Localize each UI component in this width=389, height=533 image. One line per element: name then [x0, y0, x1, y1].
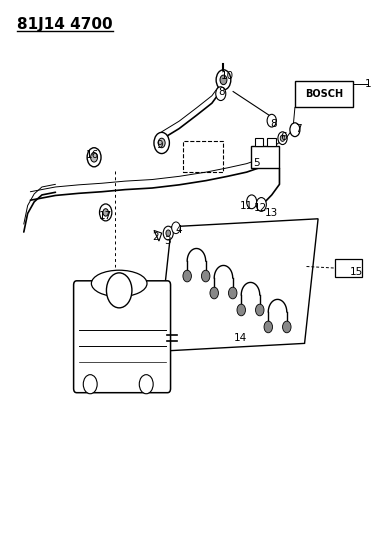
Polygon shape	[154, 230, 162, 241]
Bar	[255, 138, 263, 146]
Ellipse shape	[91, 270, 147, 297]
Text: 81J14 4700: 81J14 4700	[17, 17, 112, 33]
Circle shape	[267, 114, 276, 127]
Circle shape	[172, 222, 180, 233]
Circle shape	[216, 87, 226, 101]
Text: 14: 14	[234, 333, 247, 343]
Circle shape	[256, 198, 266, 212]
Text: 6: 6	[280, 132, 287, 142]
FancyBboxPatch shape	[74, 281, 170, 393]
Circle shape	[103, 209, 109, 216]
Circle shape	[107, 273, 132, 308]
Text: 17: 17	[99, 211, 112, 221]
Text: 7: 7	[296, 124, 302, 134]
Bar	[295, 81, 353, 108]
Text: 8: 8	[218, 86, 225, 96]
Circle shape	[139, 375, 153, 394]
Circle shape	[87, 148, 101, 167]
Text: 5: 5	[253, 158, 259, 168]
Circle shape	[228, 287, 237, 299]
Bar	[251, 146, 279, 168]
Text: 8: 8	[270, 119, 277, 130]
Text: 16: 16	[86, 150, 99, 160]
Circle shape	[282, 321, 291, 333]
Circle shape	[154, 132, 169, 154]
Circle shape	[247, 195, 257, 209]
Text: 4: 4	[176, 225, 182, 236]
Bar	[267, 138, 276, 146]
Text: 9: 9	[156, 140, 163, 150]
Circle shape	[278, 132, 287, 144]
Text: 11: 11	[240, 200, 253, 211]
Text: 1: 1	[365, 78, 371, 88]
Circle shape	[83, 375, 97, 394]
Circle shape	[220, 75, 227, 85]
Text: 15: 15	[350, 267, 363, 277]
Text: 12: 12	[254, 203, 267, 213]
Circle shape	[183, 270, 191, 282]
Circle shape	[216, 70, 231, 90]
Text: 10: 10	[221, 70, 234, 80]
Bar	[183, 141, 223, 172]
Text: 2: 2	[152, 232, 159, 243]
Text: 3: 3	[164, 236, 171, 246]
Bar	[335, 259, 362, 277]
Circle shape	[163, 226, 173, 240]
Circle shape	[264, 321, 273, 333]
Circle shape	[158, 138, 165, 148]
Circle shape	[202, 270, 210, 282]
Text: 13: 13	[265, 208, 279, 219]
Circle shape	[166, 230, 170, 236]
Text: BOSCH: BOSCH	[305, 89, 343, 99]
Circle shape	[100, 204, 112, 221]
Circle shape	[280, 135, 285, 141]
Circle shape	[210, 287, 219, 299]
Circle shape	[256, 304, 264, 316]
Circle shape	[237, 304, 245, 316]
Circle shape	[91, 152, 98, 162]
Polygon shape	[158, 219, 318, 351]
Circle shape	[290, 123, 300, 136]
